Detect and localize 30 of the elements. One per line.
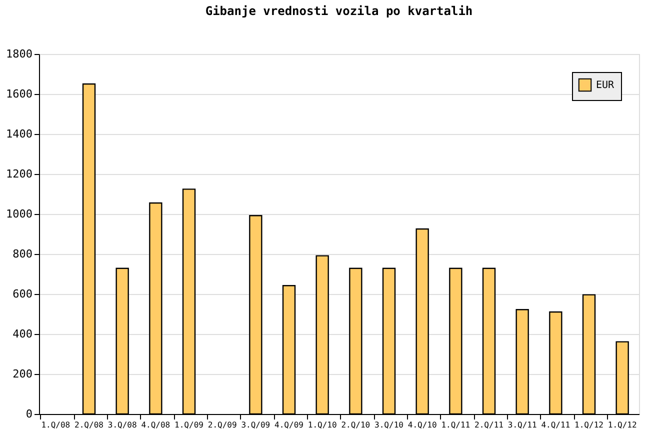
x-tick-label: 2.Q/08 [74, 420, 104, 430]
x-tick-label: 1.Q/12 [574, 420, 604, 430]
x-tick-label: 1.Q/10 [308, 420, 337, 430]
legend-label: EUR [596, 80, 616, 91]
y-tick-label: 600 [12, 288, 32, 300]
y-tick-label: 1200 [6, 168, 32, 180]
x-tick-label: 4.Q/09 [274, 420, 304, 430]
x-tick-label: 3.Q/10 [374, 420, 404, 430]
y-tick-label: 1600 [6, 88, 32, 100]
x-tick-label: 3.Q/08 [108, 420, 137, 430]
x-tick-label: 1.Q/09 [174, 420, 204, 430]
y-tick-label: 1800 [6, 48, 32, 60]
x-tick-label: 2.Q/10 [341, 420, 370, 430]
x-tick-label: 3.Q/09 [241, 420, 270, 430]
y-tick-label: 1000 [6, 208, 32, 220]
x-tick-label: 4.Q/08 [141, 420, 170, 430]
y-tick-label: 0 [26, 408, 32, 420]
y-tick-label: 1400 [6, 128, 32, 140]
y-tick-label: 200 [12, 368, 32, 380]
y-tick-label: 800 [12, 248, 32, 260]
x-tick-label: 4.Q/10 [408, 420, 437, 430]
x-tick-label: 1.Q/08 [41, 420, 70, 430]
x-tick-label: 3.Q/11 [508, 420, 537, 430]
x-tick-label: 1.Q/11 [441, 420, 470, 430]
chart-title: Gibanje vrednosti vozila po kvartalih [205, 4, 473, 18]
y-tick-label: 400 [12, 328, 32, 340]
x-tick-label: 4.Q/11 [541, 420, 570, 430]
x-tick-label: 2.Q/09 [208, 420, 237, 430]
x-tick-label: 2.Q/11 [474, 420, 504, 430]
x-tick-label: 1.Q/12 [608, 420, 637, 430]
